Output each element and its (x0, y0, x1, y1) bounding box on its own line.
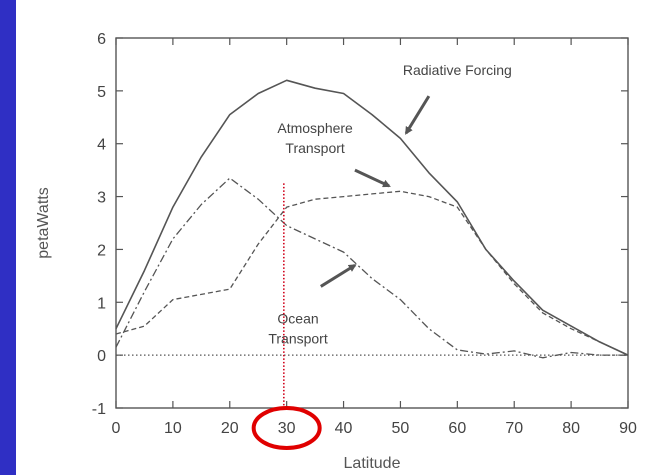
chart: 0 10 20 30 40 50 60 70 80 90 -1 0 1 2 3 4 5 6 Radiative F… (35, 31, 637, 472)
annotation-arrow (320, 264, 357, 288)
x-tick-label: 80 (562, 420, 580, 437)
axis-ticks: 0 10 20 30 40 50 60 70 80 90 -1 0 1 2 3 4 5 6 (92, 31, 637, 437)
y-tick-label: 2 (97, 242, 106, 259)
series-line-radiative-forcing (115, 79, 629, 356)
annotation-arrow (404, 95, 431, 135)
series-group (115, 79, 629, 359)
annotation-label: Ocean Transport (268, 310, 328, 346)
series-line-atmosphere-transport (115, 190, 629, 356)
annotations-group: Radiative Forcing Atmosphere Transport Ocea… (268, 62, 511, 346)
annotation-label: Radiative Forcing (403, 62, 512, 78)
x-tick-label: 50 (392, 420, 410, 437)
y-tick-label: 5 (97, 84, 106, 101)
x-tick-label: 30 (278, 420, 296, 437)
y-tick-label: 3 (97, 190, 106, 207)
y-tick-label: 4 (97, 137, 106, 154)
y-tick-label: 6 (97, 31, 106, 48)
slide: 0 10 20 30 40 50 60 70 80 90 -1 0 1 2 3 4 5 6 Radiative F… (16, 0, 648, 475)
x-axis-title: Latitude (344, 455, 401, 472)
y-axis-title: petaWatts (35, 187, 52, 258)
y-tick-label: 1 (97, 295, 106, 312)
marker-group (251, 183, 322, 450)
x-tick-label: 20 (221, 420, 239, 437)
annotation-arrow (354, 168, 391, 188)
plot-frame (115, 37, 629, 409)
x-tick-label: 40 (335, 420, 353, 437)
x-tick-label: 10 (164, 420, 182, 437)
x-tick-label: 0 (112, 420, 121, 437)
highlight-circle (251, 406, 322, 450)
x-tick-label: 60 (448, 420, 466, 437)
x-tick-label: 70 (505, 420, 523, 437)
x-tick-label: 90 (619, 420, 637, 437)
y-tick-label: -1 (92, 401, 106, 418)
series-line-ocean-transport (115, 177, 628, 359)
annotation-label: Atmosphere Transport (277, 120, 353, 156)
y-tick-label: 0 (97, 348, 106, 365)
